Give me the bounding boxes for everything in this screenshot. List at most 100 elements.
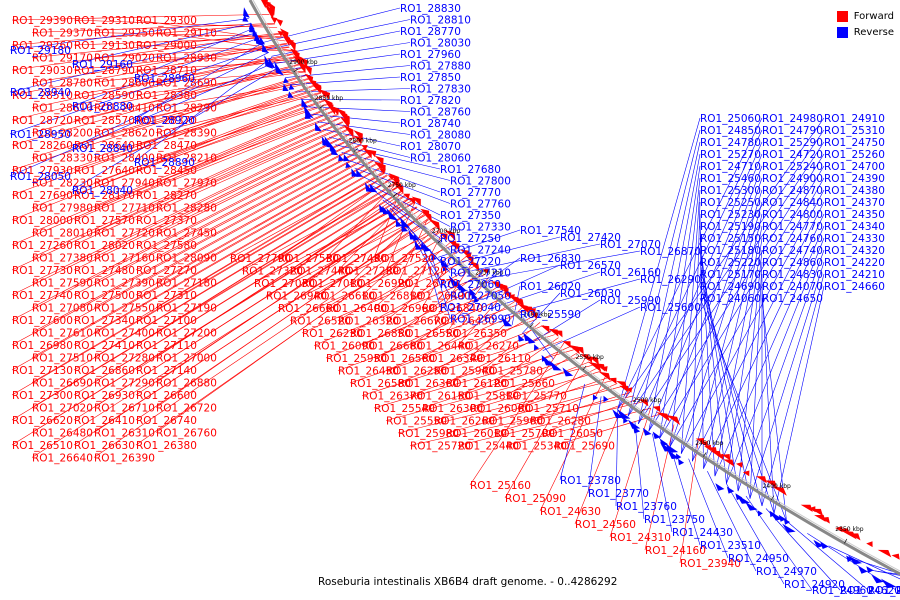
reverse-gene-glyph <box>324 136 335 149</box>
forward-gene-glyph <box>529 308 536 314</box>
forward-gene-label: RO1_28720 <box>12 115 73 127</box>
label-connector <box>11 129 349 296</box>
label-connector <box>93 77 311 133</box>
label-connector <box>155 147 365 258</box>
reverse-gene-label: RO1_25600 <box>640 302 701 314</box>
reverse-gene-glyph <box>880 578 897 588</box>
reverse-gene-label: RO1_24390 <box>824 173 885 185</box>
label-connector <box>634 421 645 520</box>
forward-gene-label: RO1_26430 <box>434 316 495 328</box>
label-connector <box>749 261 763 499</box>
forward-gene-glyph <box>361 145 368 151</box>
label-connector <box>481 377 610 421</box>
reverse-gene-label: RO1_24830 <box>762 269 823 281</box>
forward-gene-label: RO1_25340 <box>506 441 567 453</box>
label-connector <box>659 165 701 439</box>
forward-gene-label: RO1_27200 <box>156 328 217 340</box>
forward-gene-label: RO1_26110 <box>470 353 531 365</box>
forward-gene-glyph <box>638 399 649 407</box>
reverse-gene-label: RO1_23780 <box>560 475 621 487</box>
forward-gene-glyph <box>302 63 312 76</box>
forward-gene-glyph <box>283 37 292 46</box>
forward-gene-label: RO1_27640 <box>74 165 135 177</box>
label-connector <box>9 18 249 51</box>
reverse-gene-label: RO1_25290 <box>762 137 823 149</box>
reverse-gene-glyph <box>369 183 378 193</box>
label-connector <box>155 125 346 208</box>
reverse-gene-label: RO1_25250 <box>700 197 761 209</box>
forward-gene-label: RO1_26670 <box>386 316 447 328</box>
label-connector <box>680 189 825 454</box>
forward-gene-glyph <box>299 56 308 68</box>
label-connector <box>699 213 704 469</box>
forward-gene-label: RO1_26660 <box>278 303 339 315</box>
reverse-gene-label: RO1_28080 <box>410 130 471 142</box>
reverse-gene-glyph <box>288 83 295 90</box>
reverse-gene-label: RO1_23770 <box>588 488 649 500</box>
label-connector <box>300 99 401 101</box>
forward-gene-label: RO1_25980 <box>398 428 459 440</box>
forward-gene-label: RO1_26920 <box>350 278 411 290</box>
forward-gene-label: RO1_25780 <box>482 366 543 378</box>
reverse-gene-label: RO1_27330 <box>450 222 511 234</box>
reverse-gene-label: RO1_28760 <box>410 107 471 119</box>
forward-gene-label: RO1_27590 <box>32 278 93 290</box>
reverse-gene-glyph <box>448 275 461 287</box>
forward-gene-label: RO1_26860 <box>74 365 135 377</box>
reverse-gene-glyph <box>518 334 525 342</box>
forward-gene-glyph <box>411 196 421 207</box>
scale-tick-label: 2750 kbp <box>388 182 416 189</box>
forward-gene-label: RO1_28200 <box>32 128 93 140</box>
label-connector <box>638 141 825 424</box>
scale-tick-mark <box>844 538 848 544</box>
reverse-gene-glyph <box>439 258 450 268</box>
reverse-gene-label: RO1_27830 <box>410 84 471 96</box>
forward-gene-label: RO1_25710 <box>518 403 579 415</box>
forward-gene-label: RO1_26300 <box>422 403 483 415</box>
forward-gene-label: RO1_28690 <box>156 78 217 90</box>
forward-gene-glyph <box>286 37 296 52</box>
label-connector <box>73 191 403 396</box>
forward-gene-label: RO1_27000 <box>156 353 217 365</box>
label-connector <box>397 380 614 434</box>
forward-gene-label: RO1_28280 <box>156 203 217 215</box>
label-connector <box>11 140 359 321</box>
scale-tick-mark <box>319 105 324 109</box>
reverse-gene-label: RO1_27350 <box>440 210 501 222</box>
label-connector <box>31 74 308 158</box>
label-connector <box>553 414 660 446</box>
reverse-gene-glyph <box>726 486 735 494</box>
label-connector <box>505 407 651 446</box>
reverse-gene-glyph <box>386 207 399 221</box>
scale-tick-mark <box>437 239 442 244</box>
forward-gene-label: RO1_26760 <box>156 428 217 440</box>
reverse-gene-label: RO1_25310 <box>824 125 885 137</box>
reverse-gene-glyph <box>603 395 609 403</box>
forward-gene-glyph <box>716 453 724 460</box>
reverse-gene-glyph <box>549 360 562 371</box>
label-connector <box>11 23 276 46</box>
forward-gene-label: RO1_29000 <box>136 40 197 52</box>
forward-gene-label: RO1_28570 <box>74 115 135 127</box>
label-connector <box>155 159 374 283</box>
forward-gene-label: RO1_28330 <box>32 153 93 165</box>
forward-gene-glyph <box>800 504 813 512</box>
forward-gene-label: RO1_24630 <box>540 506 601 518</box>
label-connector <box>464 250 641 283</box>
reverse-gene-label: RO1_25180 <box>700 245 761 257</box>
reverse-gene-glyph <box>282 83 289 91</box>
label-connector <box>93 178 391 358</box>
forward-gene-glyph <box>540 325 550 333</box>
label-connector <box>133 57 273 163</box>
forward-gene-label: RO1_27550 <box>94 303 155 315</box>
forward-gene-glyph <box>619 385 629 393</box>
label-connector <box>265 215 426 296</box>
reverse-gene-label: RO1_27770 <box>440 187 501 199</box>
forward-gene-label: RO1_26580 <box>350 378 411 390</box>
reverse-gene-glyph <box>813 539 824 548</box>
label-connector <box>457 292 506 346</box>
forward-gene-label: RO1_29250 <box>94 28 155 40</box>
label-connector <box>290 76 401 86</box>
reverse-gene-glyph <box>633 426 641 434</box>
label-connector <box>421 240 441 308</box>
